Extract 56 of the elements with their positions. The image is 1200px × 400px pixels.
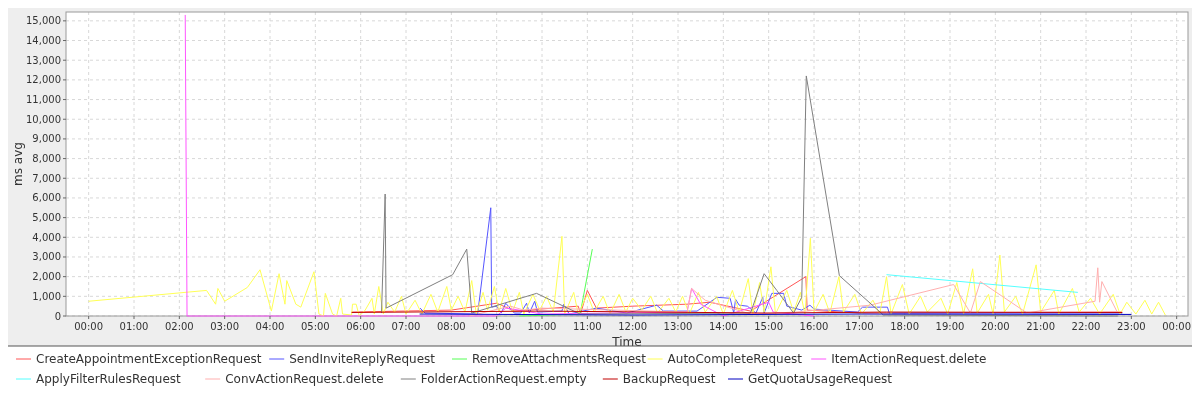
x-tick-label: 16:00 <box>799 321 829 332</box>
legend-label: FolderActionRequest.empty <box>420 372 587 386</box>
x-tick-label: 05:00 <box>300 321 330 332</box>
legend-label: AutoCompleteRequest <box>667 352 803 366</box>
x-tick-label: 18:00 <box>890 321 920 332</box>
x-tick-label: 14:00 <box>708 321 738 332</box>
y-axis-title: ms avg <box>11 142 25 186</box>
x-tick-label: 13:00 <box>663 321 693 332</box>
y-tick-label: 0 <box>54 310 61 322</box>
y-tick-label: 7,000 <box>32 172 61 184</box>
x-tick-label: 11:00 <box>572 321 602 332</box>
legend-label: SendInviteReplyRequest <box>289 352 436 366</box>
y-tick-label: 14,000 <box>26 35 61 47</box>
y-tick-label: 5,000 <box>32 212 61 224</box>
y-tick-label: 13,000 <box>26 54 61 66</box>
x-tick-label: 19:00 <box>935 321 965 332</box>
y-tick-label: 9,000 <box>32 133 61 145</box>
legend-label: ConvActionRequest.delete <box>225 372 384 386</box>
x-axis-title: Time <box>611 335 642 349</box>
x-tick-label: 15:00 <box>754 321 784 332</box>
x-tick-label: 23:00 <box>1116 321 1146 332</box>
y-tick-label: 2,000 <box>32 271 61 283</box>
legend-label: CreateAppointmentExceptionRequest <box>36 352 262 366</box>
x-tick-label: 08:00 <box>436 321 466 332</box>
y-tick-label: 3,000 <box>32 251 61 263</box>
y-tick-label: 15,000 <box>26 15 61 27</box>
x-tick-label: 03:00 <box>210 321 240 332</box>
x-tick-label: 00:00 <box>1162 321 1192 332</box>
x-tick-label: 00:00 <box>74 321 104 332</box>
x-tick-label: 04:00 <box>255 321 285 332</box>
legend-label: BackupRequest <box>622 372 716 386</box>
y-tick-label: 4,000 <box>32 231 61 243</box>
line-series <box>381 75 1119 317</box>
line-series <box>88 235 1166 317</box>
y-tick-label: 8,000 <box>32 153 61 165</box>
x-tick-label: 12:00 <box>618 321 648 332</box>
x-tick-label: 09:00 <box>482 321 512 332</box>
x-tick-label: 17:00 <box>844 321 874 332</box>
x-tick-label: 21:00 <box>1026 321 1056 332</box>
y-tick-label: 11,000 <box>26 94 61 106</box>
x-tick-label: 22:00 <box>1071 321 1101 332</box>
line-series <box>468 267 1119 317</box>
legend-label: ItemActionRequest.delete <box>831 352 987 366</box>
x-tick-label: 06:00 <box>346 321 376 332</box>
legend-label: ApplyFilterRulesRequest <box>36 372 182 386</box>
legend-label: RemoveAttachmentsRequest <box>472 352 647 366</box>
x-tick-label: 07:00 <box>391 321 421 332</box>
x-tick-label: 01:00 <box>119 321 149 332</box>
y-tick-label: 10,000 <box>26 113 61 125</box>
y-tick-label: 6,000 <box>32 192 61 204</box>
x-tick-label: 10:00 <box>527 321 557 332</box>
x-tick-label: 20:00 <box>980 321 1010 332</box>
y-tick-label: 1,000 <box>32 290 61 302</box>
legend-label: GetQuotaUsageRequest <box>748 372 893 386</box>
x-tick-label: 02:00 <box>164 321 194 332</box>
y-tick-label: 12,000 <box>26 74 61 86</box>
